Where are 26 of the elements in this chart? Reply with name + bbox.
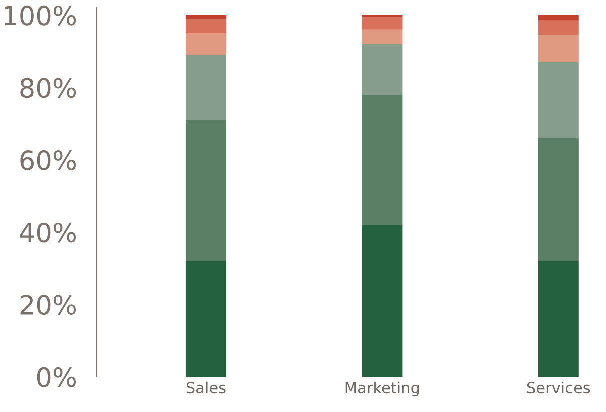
bar [538, 35, 579, 62]
y-tick-label: 20% [20, 295, 76, 316]
bar [538, 261, 579, 377]
bar [538, 20, 579, 36]
bar [538, 15, 579, 21]
x-tick-label: Sales [186, 382, 226, 394]
y-tick-label: 100% [4, 6, 76, 26]
bar [362, 17, 403, 30]
bar [186, 120, 226, 262]
bar [186, 55, 226, 120]
bar [186, 34, 226, 56]
bar [538, 138, 579, 262]
bar [362, 44, 403, 95]
bar [362, 225, 403, 377]
y-tick-label: 80% [20, 78, 76, 98]
bar [186, 15, 226, 20]
bar [362, 95, 403, 226]
bar [538, 62, 579, 138]
bar [362, 30, 403, 44]
bar [186, 19, 226, 34]
y-tick-label: 40% [20, 222, 76, 243]
y-tick-label: 60% [20, 150, 76, 170]
x-tick-label: Marketing [346, 382, 420, 397]
y-tick-label: 0% [37, 367, 76, 388]
x-tick-label: Services [527, 382, 590, 394]
bar [186, 261, 226, 377]
